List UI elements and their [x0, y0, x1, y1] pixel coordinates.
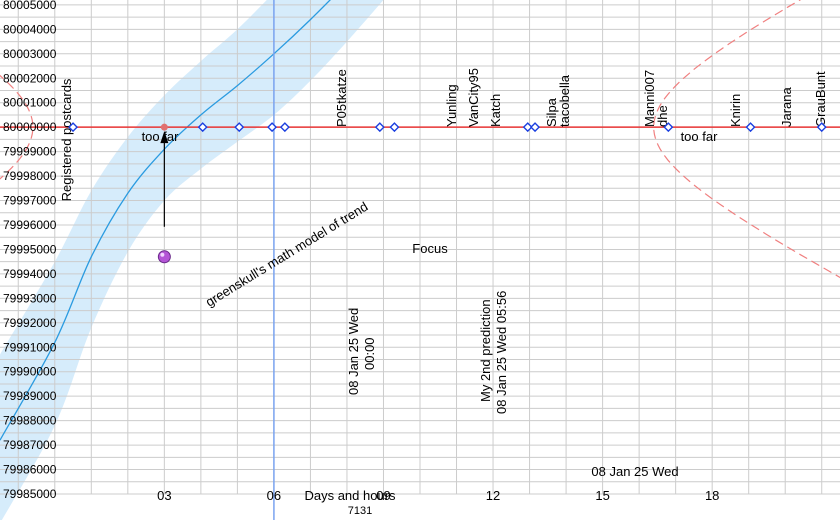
prediction-label: Katch [488, 94, 503, 127]
prediction-marker [279, 122, 290, 133]
prediction-label: dhe [655, 105, 670, 127]
prediction-label: Manni007 [642, 70, 657, 127]
reference-label-1: My 2nd prediction [478, 299, 493, 402]
x-axis-label: Days and hours [304, 488, 396, 503]
y-tick-label: 79987000 [3, 438, 57, 452]
y-axis-label: Registered postcards [59, 78, 74, 201]
y-tick-label: 79990000 [3, 365, 57, 379]
x-tick-label: 03 [157, 488, 171, 503]
y-tick-label: 79992000 [3, 316, 57, 330]
prediction-marker [234, 122, 245, 133]
prediction-marker [389, 122, 400, 133]
prediction-marker [68, 122, 79, 133]
prediction-marker [522, 122, 533, 133]
prediction-label: Silpa [544, 97, 559, 127]
focus-marker [157, 250, 171, 264]
y-tick-label: 79994000 [3, 267, 57, 281]
prediction-marker [267, 122, 278, 133]
x-tick-label: 12 [486, 488, 500, 503]
grid-layer [0, 0, 840, 495]
x-tick-label: 15 [595, 488, 609, 503]
y-tick-label: 79991000 [3, 340, 57, 354]
trend-line [0, 0, 331, 441]
reference-label-2: 08 Jan 25 Wed 05:56 [494, 291, 509, 414]
annotation-line-2: 00:00 [362, 337, 377, 370]
y-tick-label: 79988000 [3, 414, 57, 428]
y-tick-label: 80002000 [3, 71, 57, 85]
day-label: 08 Jan 25 Wed [591, 464, 678, 479]
target-label-right: too far [681, 129, 719, 144]
y-tick-label: 80001000 [3, 96, 57, 110]
prediction-label: tacobella [557, 74, 572, 127]
x-tick-label: 18 [705, 488, 719, 503]
prediction-label: Jarana [779, 86, 794, 127]
y-tick-label: 79997000 [3, 194, 57, 208]
x-tick-label: 06 [267, 488, 281, 503]
prediction-label: GrauBunt [813, 71, 828, 127]
prediction-marker [816, 122, 827, 133]
focus-arrow-head [160, 131, 169, 144]
focus-target-point [160, 123, 168, 131]
prediction-label: Knirin [728, 94, 743, 127]
y-tick-label: 79989000 [3, 389, 57, 403]
y-tick-label: 79998000 [3, 169, 57, 183]
confidence-band-layer [0, 0, 384, 520]
y-tick-label: 79986000 [3, 463, 57, 477]
y-tick-label: 79996000 [3, 218, 57, 232]
y-tick-label: 79993000 [3, 291, 57, 305]
prediction-marker [530, 122, 541, 133]
annotation-line-1: 08 Jan 25 Wed [346, 308, 361, 395]
prediction-label: P05tkatze [334, 69, 349, 127]
focus-marker-highlight [160, 252, 165, 257]
prediction-names: P05tkatze Yunling VanCity95 Katch Silpa … [334, 68, 828, 127]
focus-label: Focus [412, 241, 448, 256]
y-tick-label: 79995000 [3, 242, 57, 256]
prediction-label: VanCity95 [466, 68, 481, 127]
y-tick-label: 79999000 [3, 145, 57, 159]
target-label-left: too far [142, 129, 180, 144]
x-tick-label: 09 [376, 488, 390, 503]
y-tick-label: 79985000 [3, 487, 57, 501]
prediction-marker [374, 122, 385, 133]
confidence-band [0, 0, 384, 520]
prediction-marker [663, 122, 674, 133]
trend-label: greenskull's math model of trend [203, 199, 371, 310]
y-tick-label: 80000000 [3, 120, 57, 134]
prediction-label: Yunling [444, 84, 459, 127]
y-tick-label: 80003000 [3, 47, 57, 61]
marks-layer: 79985000 79986000 79987000 79988000 79989000… [3, 0, 827, 503]
x-counter-label: 7131 [348, 505, 372, 517]
y-tick-label: 80005000 [3, 0, 57, 12]
y-tick-label: 80004000 [3, 22, 57, 36]
prediction-marker [197, 122, 208, 133]
prediction-marker [745, 122, 756, 133]
